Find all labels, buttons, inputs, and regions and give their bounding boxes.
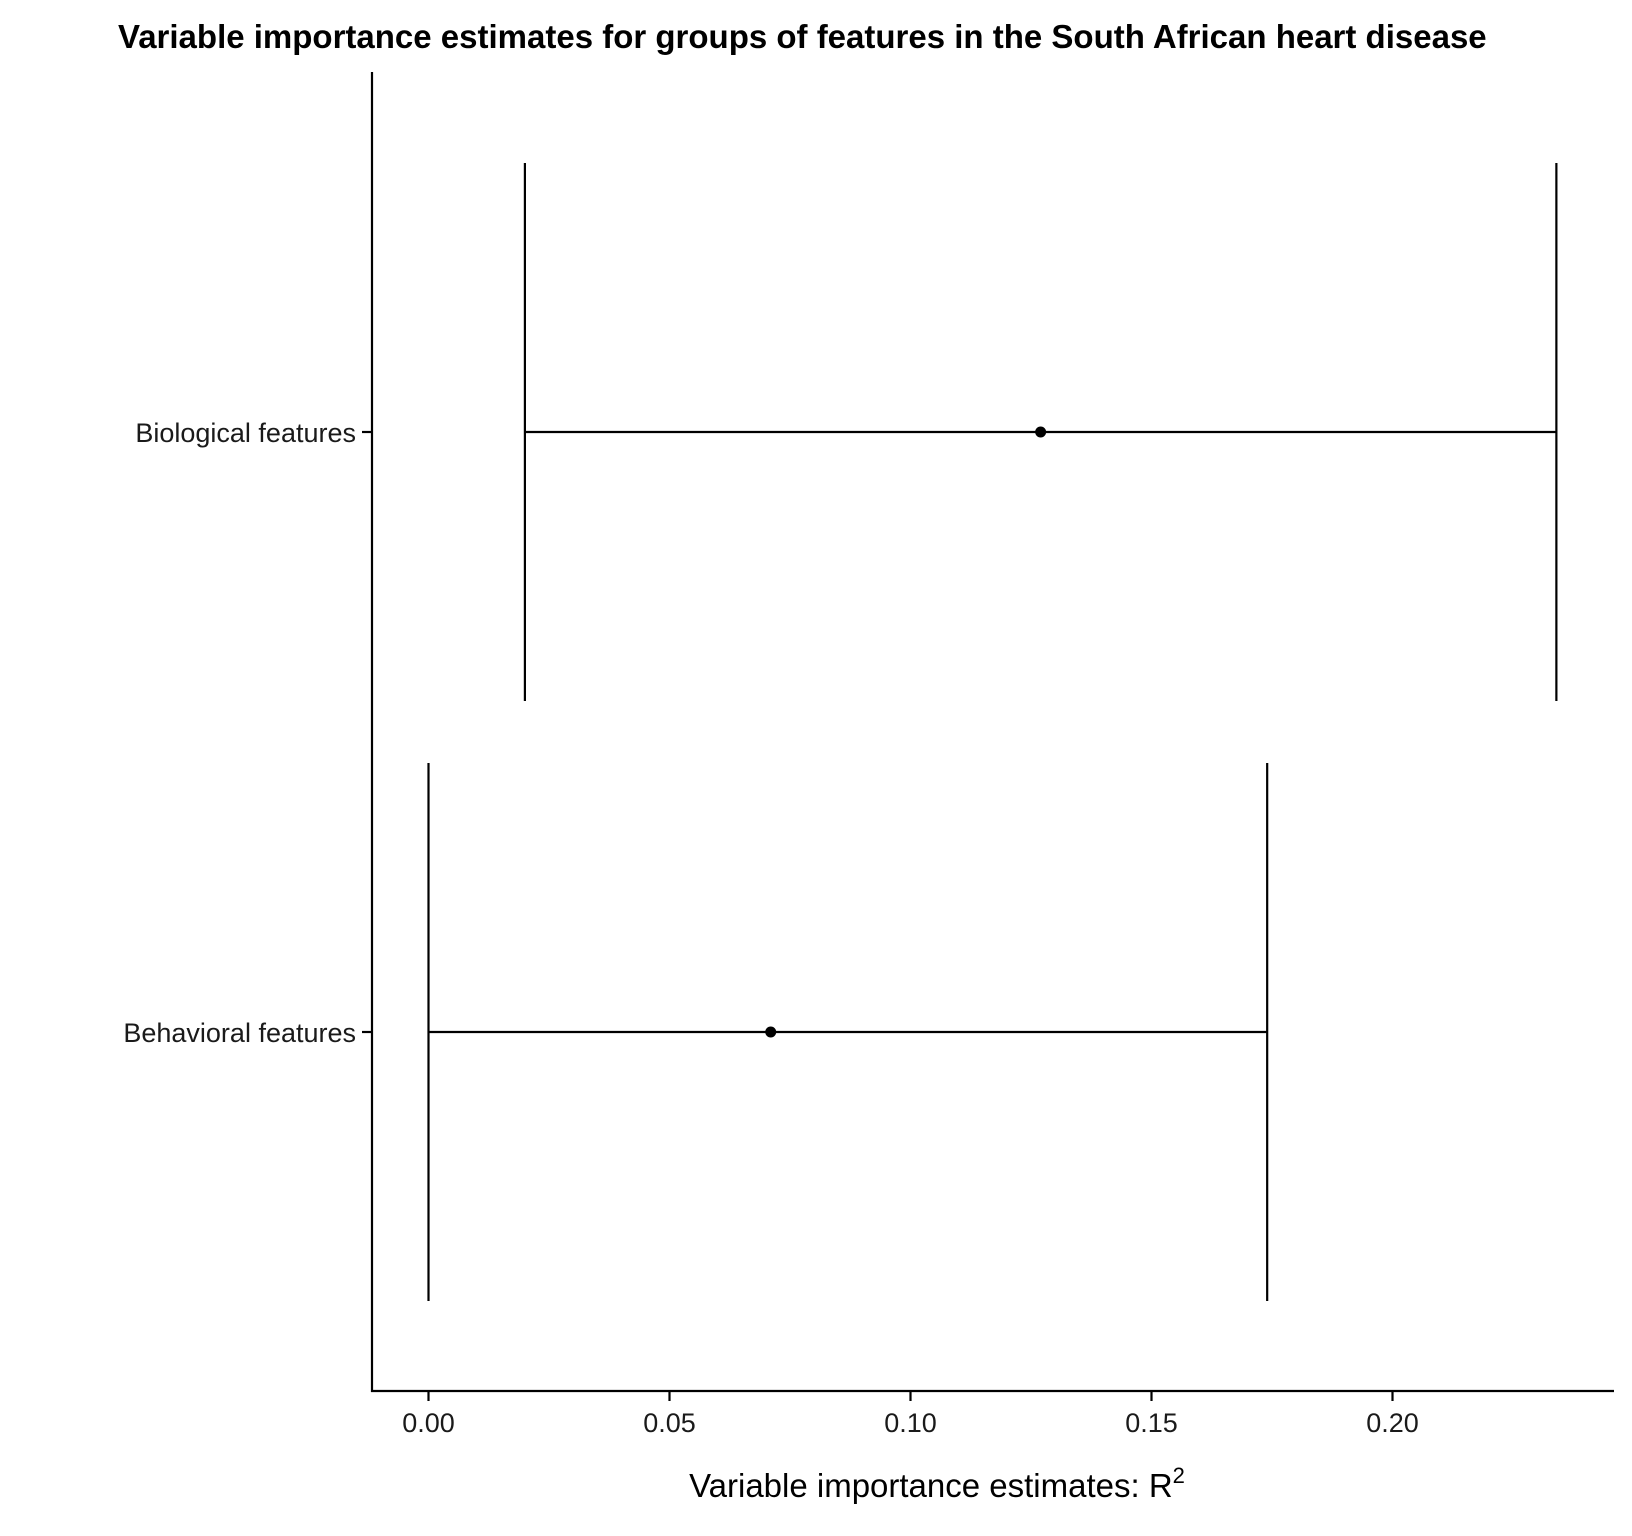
estimate-point — [765, 1026, 777, 1038]
x-axis: 0.00 0.05 0.10 0.15 0.20 — [371, 1389, 1614, 1438]
x-tick-label: 0.15 — [1125, 1408, 1178, 1438]
y-axis: Biological features Behavioral features — [123, 72, 374, 1392]
y-tick-label: Behavioral features — [123, 1018, 356, 1048]
x-tick-label: 0.10 — [884, 1408, 937, 1438]
x-axis-title: Variable importance estimates: R2 — [689, 1463, 1185, 1504]
data-marks — [427, 163, 1558, 1301]
x-tick-label: 0.05 — [643, 1408, 696, 1438]
x-tick-label: 0.20 — [1366, 1408, 1419, 1438]
x-axis-title-superscript: 2 — [1173, 1463, 1185, 1488]
chart-title: Variable importance estimates for groups… — [118, 18, 1487, 55]
x-tick-label: 0.00 — [402, 1408, 455, 1438]
x-axis-title-text: Variable importance estimates: R — [689, 1467, 1173, 1504]
y-tick-label: Biological features — [135, 418, 356, 448]
estimate-point — [1035, 426, 1047, 438]
